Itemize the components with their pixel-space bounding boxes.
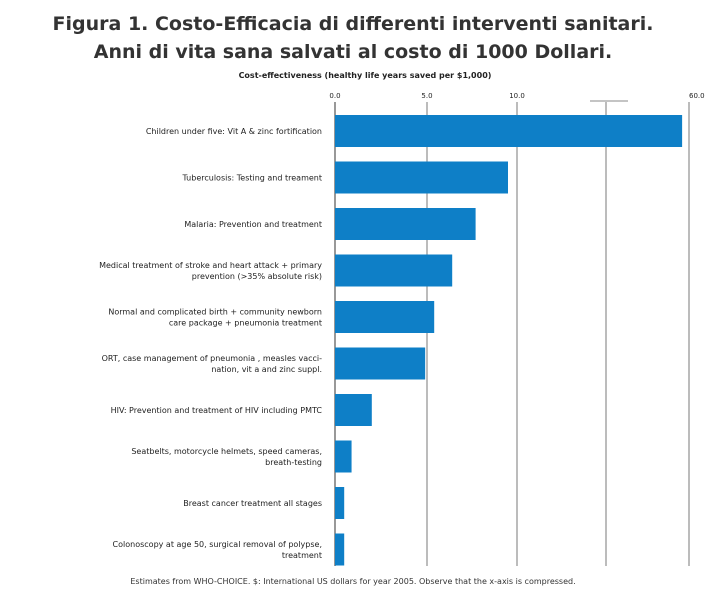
category-labels: Children under five: Vit A & zinc fortif… [99, 127, 322, 560]
bar [335, 161, 508, 194]
x-tick-label: 60.0 [689, 92, 705, 100]
bar [335, 394, 372, 426]
category-label: Children under five: Vit A & zinc fortif… [146, 127, 322, 136]
category-label: Malaria: Prevention and treatment [184, 220, 322, 229]
bars [335, 115, 683, 566]
category-label: breath-testing [265, 458, 322, 467]
bar [335, 115, 683, 147]
category-label: Colonoscopy at age 50, surgical removal … [113, 540, 322, 549]
chart-footnote: Estimates from WHO-CHOICE. $: Internatio… [130, 577, 575, 586]
bar [335, 347, 426, 380]
bar [335, 533, 345, 566]
bar [335, 487, 345, 519]
bar [335, 254, 453, 287]
chart-title-line-1: Figura 1. Costo-Efficacia di differenti … [53, 13, 654, 35]
category-label: treatment [282, 551, 322, 560]
category-label: prevention (>35% absolute risk) [192, 272, 322, 281]
category-label: HIV: Prevention and treatment of HIV inc… [111, 406, 323, 415]
category-label: Seatbelts, motorcycle helmets, speed cam… [131, 447, 322, 456]
bar [335, 440, 352, 473]
bar [335, 301, 435, 333]
category-label: Normal and complicated birth + community… [108, 308, 322, 317]
chart-title-line-2: Anni di vita sana salvati al costo di 10… [94, 41, 613, 63]
category-label: nation, vit a and zinc suppl. [211, 365, 322, 374]
category-label: ORT, case management of pneumonia , meas… [102, 354, 323, 363]
category-label: Breast cancer treatment all stages [183, 499, 322, 508]
bar [335, 208, 476, 240]
x-tick-label: 10.0 [509, 92, 525, 100]
category-label: care package + pneumonia treatment [169, 319, 322, 328]
x-tick-labels: 0.0 5.0 10.0 60.0 [329, 92, 704, 100]
chart-subtitle: Cost-effectiveness (healthy life years s… [239, 71, 492, 80]
category-label: Tuberculosis: Testing and treament [182, 174, 323, 183]
x-tick-label: 5.0 [421, 92, 432, 100]
category-label: Medical treatment of stroke and heart at… [99, 261, 322, 270]
x-tick-label: 0.0 [329, 92, 340, 100]
